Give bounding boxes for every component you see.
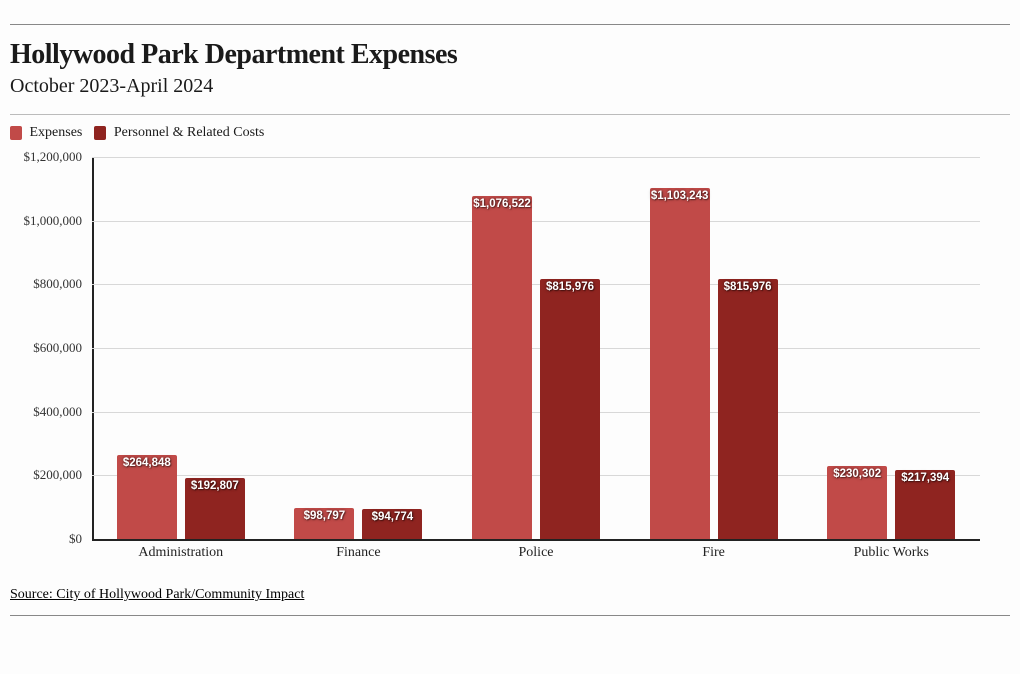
bar-value-label: $815,976 (724, 277, 772, 293)
grid-line (92, 539, 980, 541)
legend-item-personnel: Personnel & Related Costs (94, 125, 264, 141)
y-tick-label: $200,000 (33, 467, 82, 483)
chart-subtitle: October 2023-April 2024 (10, 75, 1010, 98)
source-citation: Source: City of Hollywood Park/Community… (10, 587, 1010, 603)
plot-area: $264,848$192,807Administration$98,797$94… (92, 157, 980, 539)
category-label: Police (519, 545, 554, 561)
chart-area: $0 $200,000 $400,000 $600,000 $800,000 $1,000… (10, 149, 1010, 569)
bar-personnel: $192,807 (185, 478, 245, 539)
legend-label-personnel: Personnel & Related Costs (114, 125, 265, 140)
bar-expenses: $264,848 (117, 455, 177, 539)
bar-personnel: $815,976 (718, 279, 778, 539)
legend-label-expenses: Expenses (30, 125, 83, 140)
bar-value-label: $1,076,522 (473, 194, 531, 210)
y-tick-label: $1,200,000 (24, 149, 83, 165)
bar-value-label: $94,774 (372, 507, 414, 523)
y-tick-label: $600,000 (33, 340, 82, 356)
y-tick-label: $800,000 (33, 276, 82, 292)
bar-group: $1,076,522$815,976Police (472, 157, 600, 539)
y-tick-label: $1,000,000 (24, 213, 83, 229)
bar-expenses: $1,103,243 (650, 188, 710, 539)
bar-group: $1,103,243$815,976Fire (650, 157, 778, 539)
category-label: Public Works (854, 545, 929, 561)
bar-value-label: $815,976 (546, 277, 594, 293)
y-tick-label: $400,000 (33, 404, 82, 420)
y-tick-label: $0 (69, 531, 82, 547)
bar-value-label: $1,103,243 (651, 186, 709, 202)
legend-swatch-expenses (10, 126, 22, 140)
bar-value-label: $230,302 (833, 464, 881, 480)
legend-item-expenses: Expenses (10, 125, 82, 141)
bar-expenses: $98,797 (294, 508, 354, 539)
bar-personnel: $815,976 (540, 279, 600, 539)
bar-personnel: $217,394 (895, 470, 955, 539)
bar-group: $230,302$217,394Public Works (827, 157, 955, 539)
bar-personnel: $94,774 (362, 509, 422, 539)
bottom-divider (10, 615, 1010, 616)
category-label: Finance (336, 545, 380, 561)
bar-expenses: $230,302 (827, 466, 887, 539)
legend: Expenses Personnel & Related Costs (10, 125, 1010, 141)
bar-value-label: $98,797 (304, 506, 346, 522)
bar-value-label: $217,394 (901, 468, 949, 484)
category-label: Fire (702, 545, 725, 561)
bar-value-label: $192,807 (191, 476, 239, 492)
y-axis: $0 $200,000 $400,000 $600,000 $800,000 $1,000… (10, 149, 90, 569)
bar-group: $264,848$192,807Administration (117, 157, 245, 539)
bar-expenses: $1,076,522 (472, 196, 532, 539)
bar-value-label: $264,848 (123, 453, 171, 469)
category-label: Administration (138, 545, 223, 561)
top-divider (10, 24, 1010, 25)
title-underline (10, 114, 1010, 115)
chart-title: Hollywood Park Department Expenses (10, 39, 1010, 71)
bar-group: $98,797$94,774Finance (294, 157, 422, 539)
legend-swatch-personnel (94, 126, 106, 140)
